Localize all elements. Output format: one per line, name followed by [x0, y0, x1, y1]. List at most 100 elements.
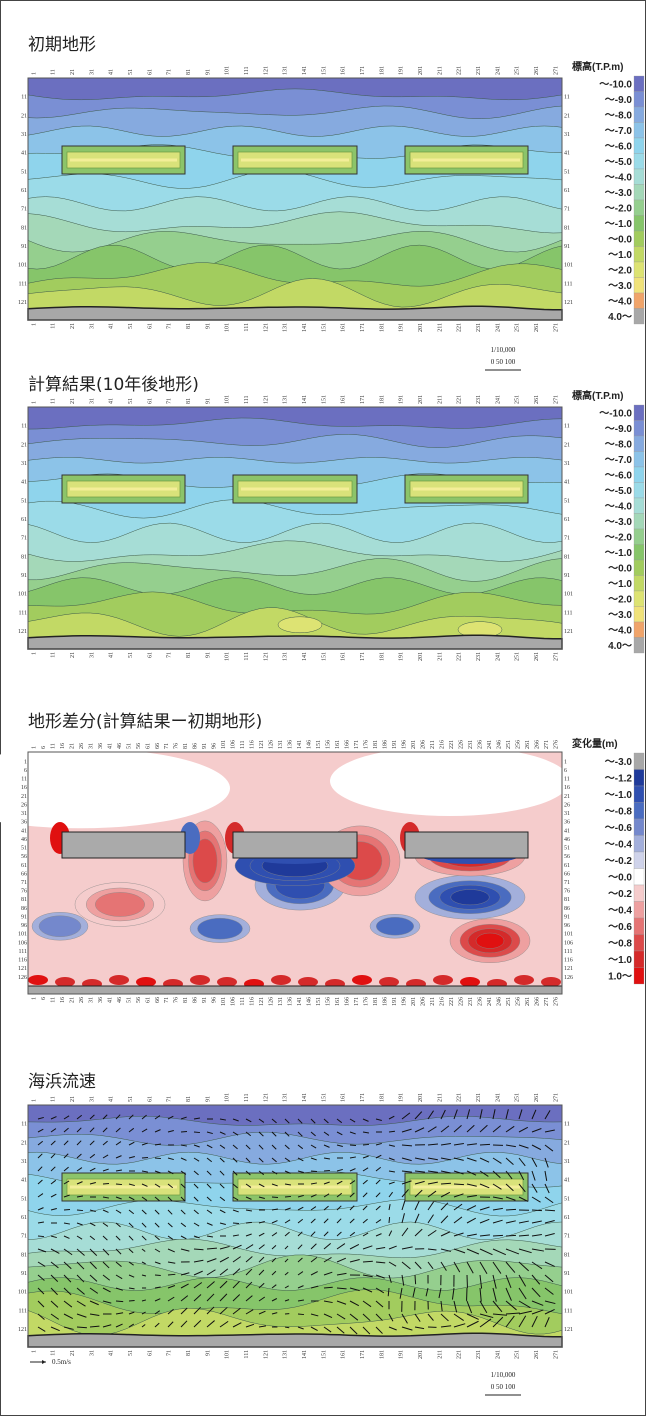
x-axis-label: 271 — [544, 997, 550, 1006]
y-axis-label: 71 — [564, 536, 570, 542]
shore — [28, 986, 562, 994]
legend-swatch — [634, 421, 644, 437]
y-axis-label: 61 — [564, 1215, 570, 1221]
x-axis-label: 251 — [506, 997, 512, 1006]
x-axis-label: 251 — [515, 395, 521, 404]
legend-label: ～-4.0 — [605, 172, 633, 183]
x-axis-label: 121 — [263, 395, 269, 404]
y-axis-label: 61 — [21, 863, 27, 869]
legend-swatch — [634, 231, 644, 247]
y-axis-label: 76 — [564, 889, 570, 895]
x-axis-label: 191 — [392, 740, 398, 749]
x-axis-label: 181 — [373, 997, 379, 1006]
diff-blob — [190, 975, 210, 985]
x-axis-label: 201 — [418, 1350, 424, 1359]
x-axis-label: 171 — [354, 997, 360, 1006]
x-axis-label: 271 — [553, 323, 559, 332]
x-axis-label: 106 — [231, 740, 237, 749]
y-axis-label: 116 — [564, 958, 573, 964]
x-axis-label: 266 — [534, 997, 540, 1006]
x-axis-label: 81 — [183, 743, 189, 749]
y-axis-label: 81 — [21, 554, 27, 560]
x-axis-label: 171 — [360, 1093, 366, 1102]
x-axis-label: 21 — [70, 652, 76, 658]
x-axis-label: 246 — [496, 740, 502, 749]
diff-blob — [39, 916, 81, 937]
y-axis-label: 21 — [21, 1140, 27, 1146]
legend-label: ～1.0 — [608, 955, 632, 966]
legend-label: 1.0～ — [608, 971, 632, 982]
legend-label: ～-8.0 — [605, 110, 633, 121]
legend-label: ～4.0 — [608, 296, 632, 307]
breakwater — [405, 832, 528, 858]
x-axis-label: 86 — [193, 743, 199, 749]
legend-swatch — [634, 483, 644, 499]
x-axis-label: 101 — [225, 66, 231, 75]
legend-swatch — [634, 951, 644, 968]
x-axis-label: 61 — [147, 652, 153, 658]
x-axis-label: 256 — [515, 997, 521, 1006]
legend-swatch — [634, 869, 644, 886]
x-axis-label: 1 — [31, 1350, 37, 1353]
x-axis-label: 51 — [128, 398, 134, 404]
x-axis-label: 251 — [515, 1093, 521, 1102]
x-axis-label: 261 — [525, 740, 531, 749]
x-axis-label: 1 — [31, 323, 37, 326]
x-axis-label: 276 — [553, 997, 559, 1006]
flow-arrow — [77, 1210, 83, 1211]
y-axis-label: 21 — [21, 442, 27, 448]
x-axis-label: 111 — [244, 652, 250, 661]
x-axis-label: 1 — [31, 72, 37, 75]
flow-arrow — [155, 1158, 161, 1159]
legend-swatch — [634, 76, 644, 92]
x-axis-label: 91 — [205, 652, 211, 658]
x-axis-label: 26 — [79, 743, 85, 749]
x-axis-label: 271 — [553, 652, 559, 661]
y-axis-label: 41 — [564, 480, 570, 486]
legend-swatch — [634, 436, 644, 452]
y-axis-label: 101 — [564, 263, 573, 269]
x-axis-label: 261 — [534, 1350, 540, 1359]
x-axis-label: 171 — [360, 652, 366, 661]
x-axis-label: 141 — [302, 1350, 308, 1359]
x-axis-label: 141 — [297, 997, 303, 1006]
x-axis-label: 21 — [70, 1350, 76, 1356]
x-axis-label: 31 — [89, 398, 95, 404]
legend-swatch — [634, 918, 644, 935]
x-axis-label: 171 — [360, 323, 366, 332]
x-axis-label: 66 — [155, 997, 161, 1003]
y-axis-label: 31 — [564, 461, 570, 467]
x-axis-label: 161 — [341, 652, 347, 661]
x-axis-label: 161 — [335, 997, 341, 1006]
diff-blob — [95, 892, 145, 916]
legend-swatch — [634, 138, 644, 154]
x-axis-label: 81 — [186, 652, 192, 658]
x-axis-label: 46 — [117, 997, 123, 1003]
x-axis-label: 121 — [259, 997, 265, 1006]
y-axis-label: 81 — [564, 554, 570, 560]
flow-arrow — [363, 1144, 369, 1145]
x-axis-label: 71 — [167, 652, 173, 658]
y-axis-label: 51 — [21, 498, 27, 504]
x-axis-label: 76 — [174, 743, 180, 749]
legend-swatch — [634, 902, 644, 919]
x-axis-label: 51 — [126, 743, 132, 749]
y-axis-label: 36 — [564, 820, 570, 826]
x-axis-label: 131 — [278, 740, 284, 749]
y-axis-label: 91 — [21, 244, 27, 250]
x-axis-label: 161 — [341, 323, 347, 332]
legend-label: ～-3.0 — [605, 188, 633, 199]
legend-label: ～-0.8 — [605, 806, 633, 817]
y-axis-label: 126 — [18, 975, 27, 981]
panel-title: 初期地形 — [28, 35, 96, 55]
legend-label: ～0.2 — [608, 889, 632, 900]
x-axis-label: 171 — [354, 740, 360, 749]
x-axis-label: 11 — [50, 743, 56, 749]
y-axis-label: 31 — [564, 811, 570, 817]
scale-ratio: 1/10,000 — [491, 346, 516, 354]
x-axis-label: 211 — [430, 740, 436, 749]
legend-label: ～2.0 — [608, 594, 632, 605]
x-axis-label: 11 — [50, 997, 56, 1003]
legend-swatch — [634, 935, 644, 952]
y-axis-label: 1 — [24, 759, 27, 765]
